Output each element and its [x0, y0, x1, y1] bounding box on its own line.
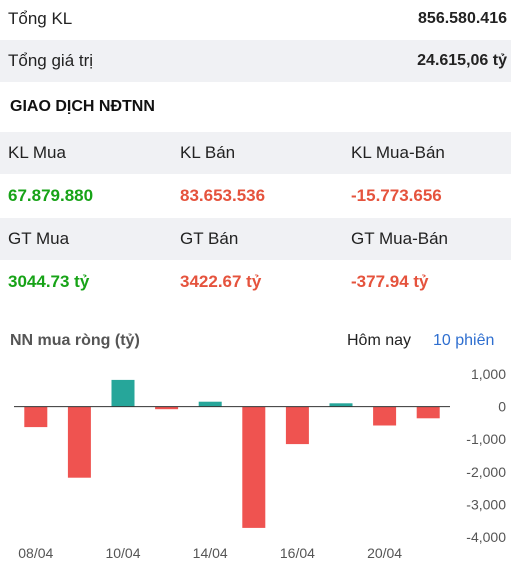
kl-sell-label: KL Bán — [180, 143, 236, 162]
y-tick-label: 1,000 — [471, 366, 506, 382]
gt-net-value: -377.94 tỷ — [351, 272, 429, 291]
kl-buy-label: KL Mua — [8, 143, 66, 162]
kl-net-label: KL Mua-Bán — [351, 143, 445, 162]
x-tick-label: 08/04 — [18, 545, 53, 561]
x-tick-label: 20/04 — [367, 545, 402, 561]
bar-09-04[interactable] — [67, 406, 91, 478]
gt-buy-value: 3044.73 tỷ — [8, 272, 90, 291]
total-value-value: 24.615,06 tỷ — [417, 52, 507, 69]
total-volume-label: Tổng KL — [8, 9, 73, 28]
gt-sell-value: 3422.67 tỷ — [180, 272, 262, 291]
total-volume-row: Tổng KL 856.580.416 — [0, 0, 511, 38]
y-tick-label: -1,000 — [466, 431, 506, 447]
y-tick-label: -2,000 — [466, 464, 506, 480]
total-value-row: Tổng giá trị 24.615,06 tỷ — [0, 40, 511, 82]
x-tick-label: 16/04 — [280, 545, 315, 561]
bar-16-04[interactable] — [285, 406, 309, 445]
foreign-trading-title: GIAO DỊCH NĐTNN — [0, 84, 511, 129]
bar-14-04[interactable] — [198, 401, 222, 407]
chart-title: NN mua ròng (tỷ) — [10, 332, 140, 349]
bar-08-04[interactable] — [24, 406, 48, 428]
bar-18-04[interactable] — [373, 406, 397, 426]
gt-net-label: GT Mua-Bán — [351, 229, 449, 248]
gt-sell-label: GT Bán — [180, 229, 239, 248]
kl-labels-row: KL Mua KL Bán KL Mua-Bán — [0, 132, 511, 174]
tab-10-sessions[interactable]: 10 phiên — [433, 332, 495, 349]
y-tick-label: -3,000 — [466, 496, 506, 512]
kl-buy-value: 67.879.880 — [8, 186, 94, 205]
gt-labels-row: GT Mua GT Bán GT Mua-Bán — [0, 218, 511, 260]
total-value-label: Tổng giá trị — [8, 51, 94, 70]
bar-11-04[interactable] — [155, 406, 179, 410]
kl-net-value: -15.773.656 — [351, 186, 442, 205]
kl-sell-value: 83.653.536 — [180, 186, 266, 205]
bar-21-04[interactable] — [416, 406, 440, 419]
bar-15-04[interactable] — [242, 406, 266, 528]
gt-buy-label: GT Mua — [8, 229, 70, 248]
bar-10-04[interactable] — [111, 379, 135, 407]
chart-header: NN mua ròng (tỷ) Hôm nay 10 phiên — [0, 328, 511, 358]
y-tick-label: 0 — [498, 399, 506, 415]
x-tick-label: 10/04 — [105, 545, 140, 561]
bar-17-04[interactable] — [329, 403, 353, 407]
total-volume-value: 856.580.416 — [418, 10, 507, 27]
tab-today[interactable]: Hôm nay — [347, 332, 412, 349]
y-tick-label: -4,000 — [466, 529, 506, 545]
x-tick-label: 14/04 — [193, 545, 228, 561]
net-buy-chart: 1,000 0 -1,000 -2,000 -3,000 -4,000 08/04 10/04… — [14, 366, 506, 561]
kl-values-row: 67.879.880 83.653.536 -15.773.656 — [0, 174, 511, 218]
gt-values-row: 3044.73 tỷ 3422.67 tỷ -377.94 tỷ — [0, 260, 511, 304]
